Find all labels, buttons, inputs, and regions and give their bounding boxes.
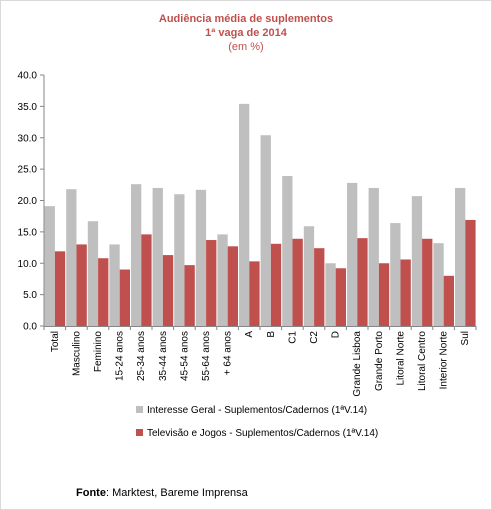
x-tick-label-13: C2 xyxy=(309,331,320,344)
bar-series-1-10 xyxy=(239,103,250,327)
bar-series-2-3 xyxy=(98,258,109,326)
source-label: Fonte xyxy=(76,487,106,499)
x-tick-label-12: C1 xyxy=(287,331,298,344)
y-tick-label-2: 5.0 xyxy=(23,290,37,301)
bar-series-2-6 xyxy=(162,255,174,326)
bar-series-2-14 xyxy=(335,268,346,326)
bar-series-2-11 xyxy=(270,243,282,326)
bar-series-2-13 xyxy=(314,248,325,326)
bar-series-2-10 xyxy=(249,261,260,326)
bar-series-2-19 xyxy=(443,275,454,326)
y-tick-label-7: 30.0 xyxy=(18,133,38,144)
bar-chart: 0.0 5.0 10.0 15.0 20.0 25.0 30.0 35.0 40.0 Total M… xyxy=(18,71,477,397)
bar-series-2-16 xyxy=(378,263,390,326)
x-tick-label-14: D xyxy=(331,331,342,338)
bar-series-2-9 xyxy=(227,246,238,326)
bar-series-1-7 xyxy=(174,194,185,326)
x-tick-label-3: Feminino xyxy=(93,331,104,373)
x-tick-label-18: Litoral Centro xyxy=(417,331,428,391)
bar-series-1-2 xyxy=(66,189,77,326)
chart-subtitle: 1ª vaga de 2014 xyxy=(205,27,287,39)
bar-series-1-8 xyxy=(195,189,207,326)
x-tick-label-20: Sul xyxy=(460,331,471,345)
bar-series-1-4 xyxy=(109,244,120,326)
y-tick-label-5: 20.0 xyxy=(18,196,38,207)
bar-series-2-7 xyxy=(184,265,195,326)
y-tick-label-3: 10.0 xyxy=(18,259,38,270)
source-text: : Marktest, Bareme Imprensa xyxy=(105,487,248,499)
x-tick-label-6: 35-44 anos xyxy=(158,331,169,381)
bar-series-1-14 xyxy=(325,263,336,326)
bar-series-2-1 xyxy=(54,251,66,326)
bar-series-1-19 xyxy=(433,243,444,326)
bar-series-1-17 xyxy=(390,223,401,326)
bar-series-1-11 xyxy=(260,135,271,326)
x-tick-label-19: Interior Norte xyxy=(439,331,450,390)
legend-label-series-1: Interesse Geral - Suplementos/Cadernos (… xyxy=(147,405,368,416)
bar-series-1-6 xyxy=(152,187,163,326)
chart-title: Audiência média de suplementos xyxy=(158,13,334,25)
bar-series-1-13 xyxy=(303,226,315,326)
bar-series-1-5 xyxy=(131,184,142,326)
bar-series-1-9 xyxy=(217,234,228,326)
source-note: Fonte: Marktest, Bareme Imprensa xyxy=(76,487,248,499)
y-tick-label-4: 15.0 xyxy=(18,227,38,238)
bar-series-2-18 xyxy=(422,238,433,326)
bar-series-2-20 xyxy=(465,219,476,326)
y-tick-label-8: 35.0 xyxy=(18,102,38,113)
chart-unit-note: (em %) xyxy=(228,41,264,53)
legend-swatch-series-1 xyxy=(136,405,143,413)
y-tick-label-6: 25.0 xyxy=(18,165,38,176)
bar-series-1-12 xyxy=(282,176,293,326)
bar-series-2-12 xyxy=(292,238,303,326)
bar-series-2-15 xyxy=(357,238,368,326)
legend-swatch-series-2 xyxy=(136,428,143,436)
x-tick-label-5: 25-34 anos xyxy=(136,331,147,381)
x-tick-label-17: Litoral Norte xyxy=(395,331,406,386)
bar-series-2-17 xyxy=(400,259,411,326)
bar-series-1-3 xyxy=(87,221,99,326)
x-tick-label-8: 55-64 anos xyxy=(201,331,212,381)
y-tick-label-9: 40.0 xyxy=(18,71,38,82)
x-tick-label-15: Grande Lisboa xyxy=(352,331,363,397)
bar-series-1-20 xyxy=(455,187,466,326)
bar-series-1-18 xyxy=(411,196,423,326)
bar-series-1-15 xyxy=(347,182,358,326)
x-tick-label-10: A xyxy=(244,331,255,338)
legend-label-series-2: Televisão e Jogos - Suplementos/Cadernos… xyxy=(147,428,379,439)
y-tick-label-1: 0.0 xyxy=(23,322,37,333)
bar-series-2-4 xyxy=(119,269,130,326)
x-tick-label-1: Total xyxy=(50,331,61,352)
x-tick-label-2: Masculino xyxy=(71,331,82,376)
bar-series-1-16 xyxy=(368,187,379,326)
x-tick-label-9: + 64 anos xyxy=(223,331,234,375)
bar-series-2-5 xyxy=(141,234,152,326)
x-tick-label-7: 45-54 anos xyxy=(179,331,190,381)
legend-item-series-1: Interesse Geral - Suplementos/Cadernos (… xyxy=(136,405,367,417)
legend-item-series-2: Televisão e Jogos - Suplementos/Cadernos… xyxy=(136,428,378,440)
bar-series-2-2 xyxy=(76,244,87,326)
x-tick-label-4: 15-24 anos xyxy=(115,331,126,381)
x-tick-label-11: B xyxy=(266,331,277,338)
bar-series-2-8 xyxy=(206,240,217,326)
bar-series-1-1 xyxy=(44,206,55,326)
x-tick-label-16: Grande Porto xyxy=(374,331,385,391)
